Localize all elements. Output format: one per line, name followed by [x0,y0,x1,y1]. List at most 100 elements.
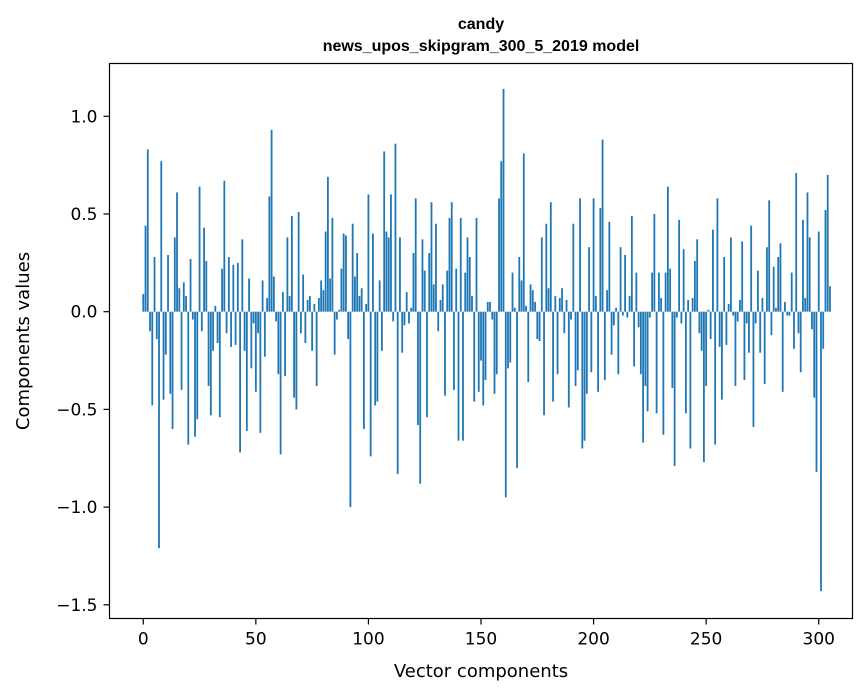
bar [189,258,192,312]
bar [394,143,397,312]
bar [570,311,572,320]
y-axis-label: Components values [13,252,34,430]
bar [387,237,390,312]
bar [248,278,250,312]
bar [144,225,147,312]
bar [203,227,205,312]
bar [648,311,651,318]
bar [399,237,401,312]
bar [430,202,433,312]
bar [374,311,377,406]
x-tick-label: 150 [465,630,497,650]
bar [583,311,586,441]
x-tick-label: 300 [803,630,835,650]
bar [509,311,512,363]
bar [714,311,717,445]
chart-title: candy [458,16,504,33]
bar [513,307,516,312]
bar [444,311,446,396]
bar [806,192,809,312]
bar [507,311,509,369]
bar [198,186,201,312]
bar [349,311,352,508]
bar [182,282,185,312]
bar [295,311,298,410]
bar [155,311,158,340]
bar [651,272,654,312]
bar [538,311,541,341]
bar [725,311,728,345]
bar [302,274,305,312]
bar [410,307,413,312]
bar [345,235,347,312]
bar [468,256,471,312]
y-tick-label: 0.0 [70,303,97,323]
plot-frame [108,62,854,620]
bar [675,311,678,318]
x-tick-label: 50 [245,630,267,650]
bar [664,272,667,312]
bar [254,311,257,392]
bar [536,311,539,340]
bar [279,311,282,455]
bar [730,237,732,312]
bar [574,311,577,386]
bar [378,280,381,312]
bar [757,270,759,312]
y-tick-label: 0.5 [70,205,97,225]
bar [700,311,703,351]
bar [495,311,498,375]
bar [207,311,210,386]
bar [741,241,744,312]
bar [462,311,464,441]
bar [216,311,219,343]
bar [376,311,379,402]
bar [662,311,665,435]
bar [527,311,530,383]
bar [531,290,534,312]
bar [793,311,795,349]
bar [340,268,343,312]
bar [687,299,690,312]
bar [660,298,663,312]
chart-subtitle: news_upos_skipgram_300_5_2019 model [323,38,640,55]
y-tick-label: 1.0 [70,107,97,127]
bar [689,311,692,449]
bar [799,311,802,373]
bar [347,311,350,340]
bar [464,272,467,312]
bar [358,296,361,312]
bar [173,237,176,312]
bar [324,231,327,312]
bar [227,256,230,312]
bar [556,311,559,375]
bar [599,208,602,312]
bar [158,311,160,549]
bar [811,311,813,330]
bar [576,311,579,371]
bar [639,311,642,375]
bar [552,311,554,402]
bar [250,311,253,369]
bar [543,311,545,416]
bar [336,311,338,320]
bar [360,288,363,312]
bar [588,247,590,312]
bar [772,266,775,312]
bar [419,311,422,484]
bar [243,311,246,351]
bar [788,311,791,316]
bar [653,213,656,312]
bar [491,311,494,320]
bar [709,311,712,340]
bar [525,305,527,312]
bar [558,298,561,312]
bar [617,311,620,375]
bar [601,139,604,312]
bar [408,311,410,324]
bar [705,311,708,386]
bar [223,180,226,312]
bar [284,311,287,377]
bar [471,296,473,312]
bar [405,292,408,312]
